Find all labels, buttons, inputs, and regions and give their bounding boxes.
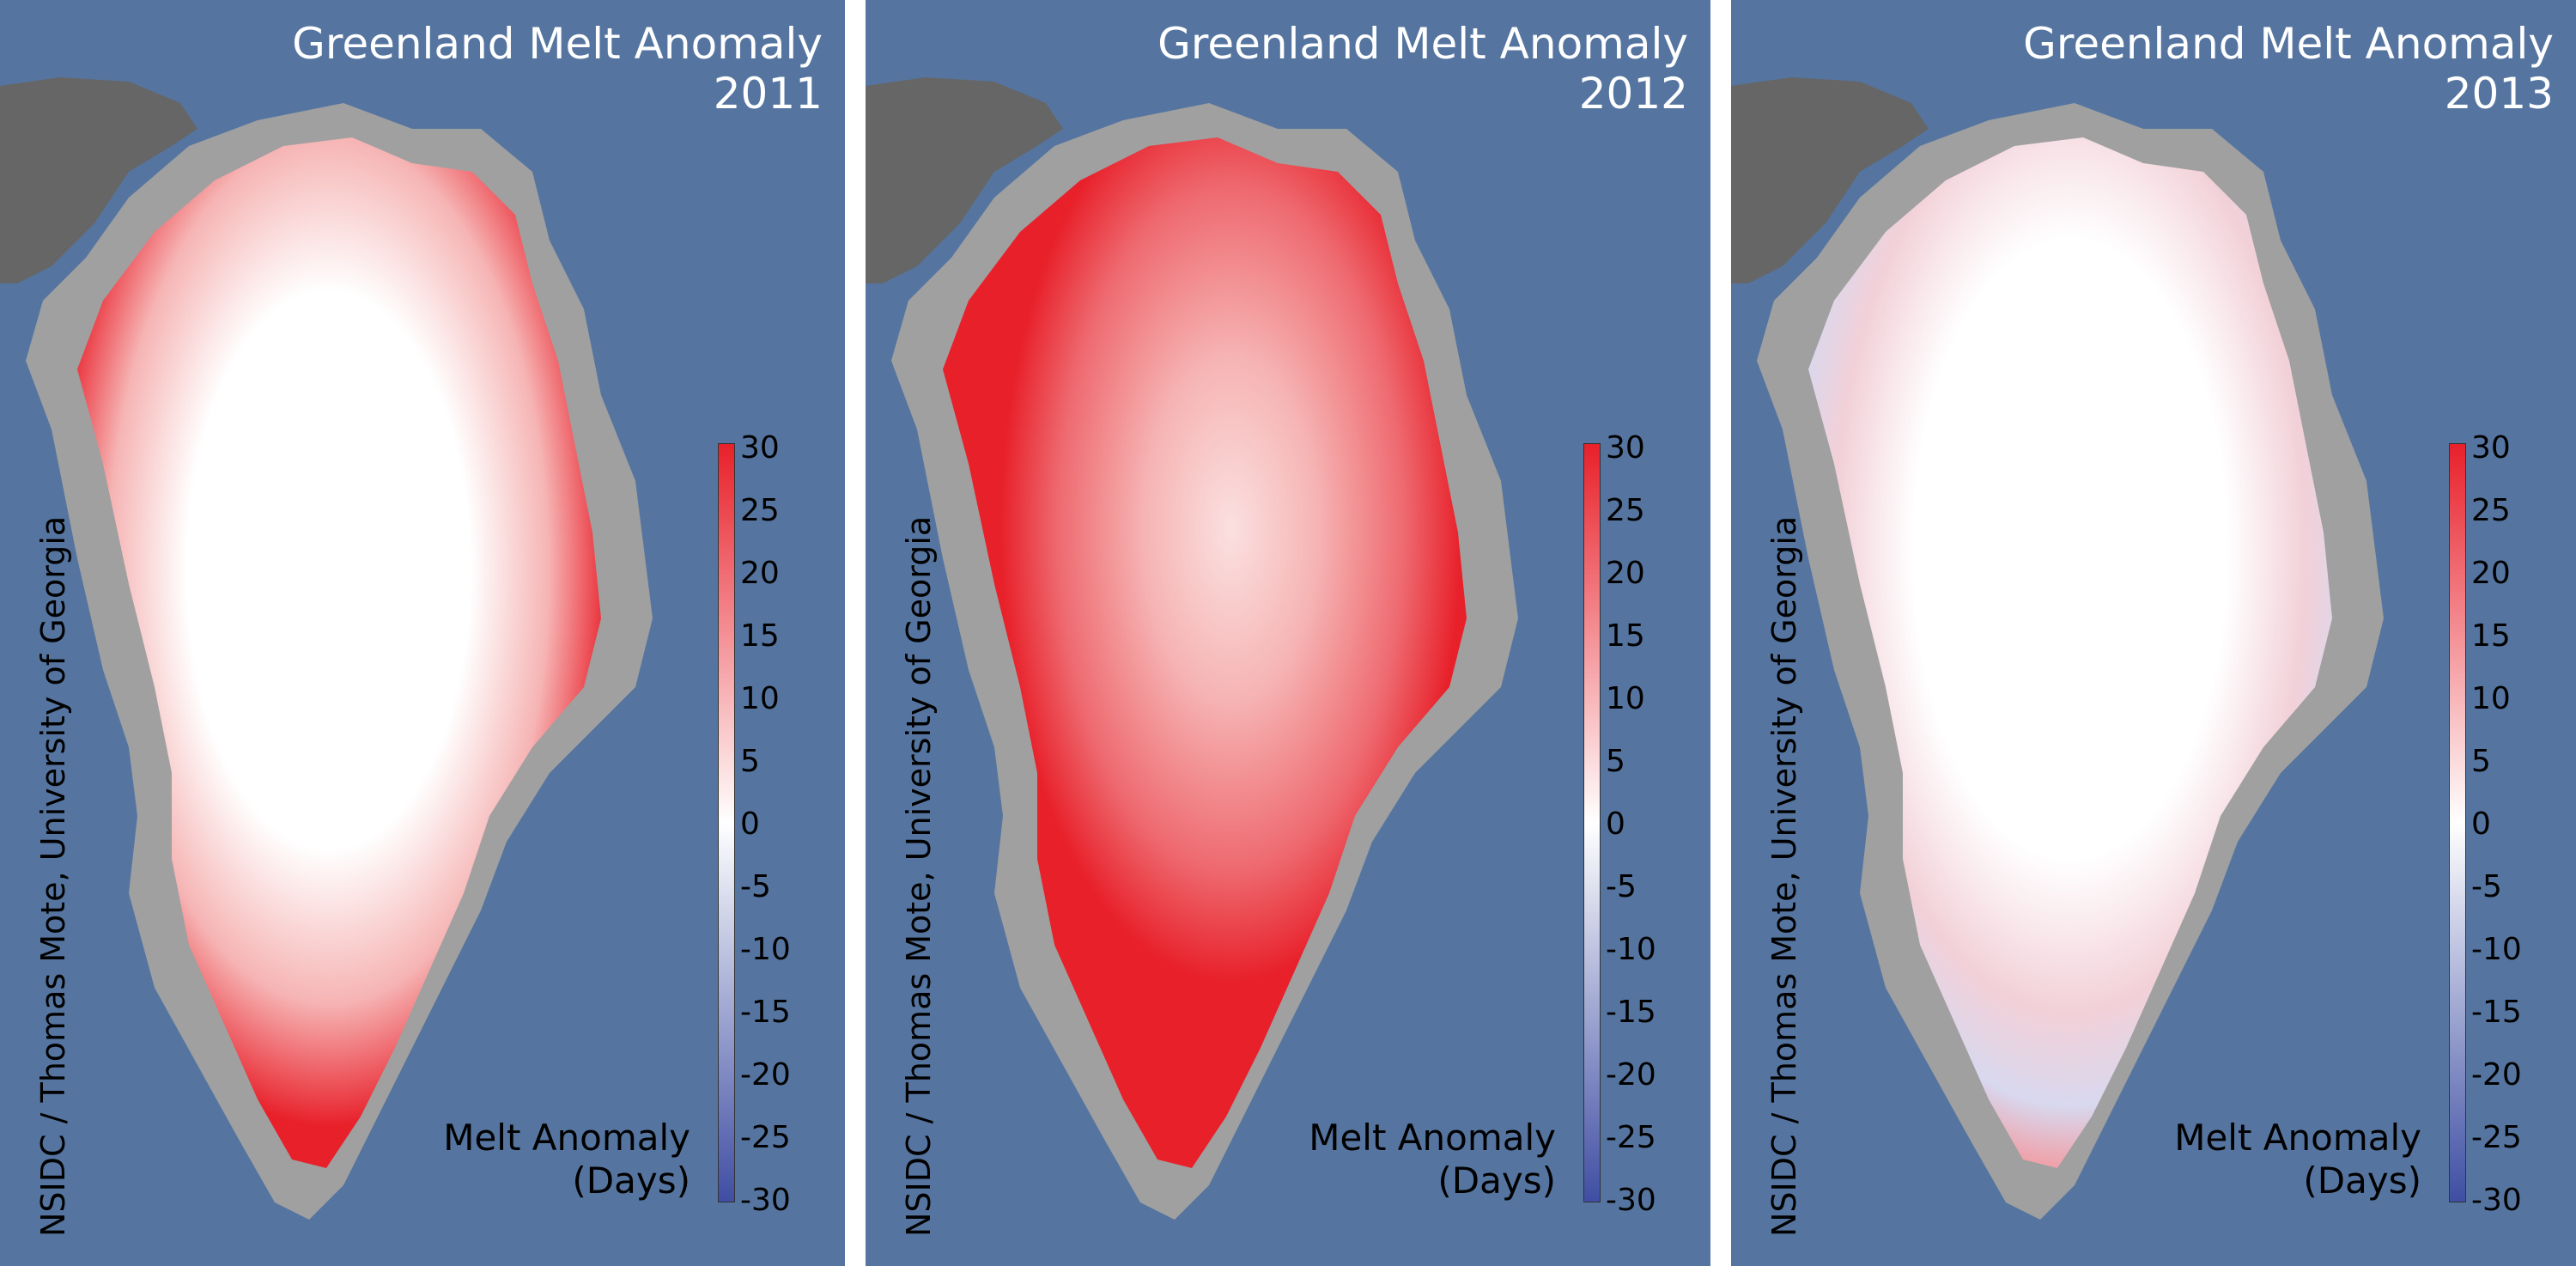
ice-sheet-2013: [1808, 137, 2332, 1168]
greenland-map-2011: [0, 77, 653, 1220]
legend-title-2011: Melt Anomaly (Days): [443, 1117, 690, 1202]
tick-20: 20: [740, 556, 780, 591]
legend-title-2013: Melt Anomaly (Days): [2174, 1117, 2421, 1202]
ellesmere-land: [0, 77, 197, 283]
ice-sheet-2011: [77, 137, 601, 1168]
tick-10: 10: [740, 681, 780, 716]
tick-neg25: -25: [740, 1120, 791, 1155]
tick-neg20: -20: [1606, 1057, 1656, 1093]
tick-neg15: -15: [2471, 995, 2522, 1030]
tick-20: 20: [2471, 556, 2511, 591]
credit-text-2012: NSIDC / Thomas Mote, University of Georg…: [900, 515, 938, 1237]
tick-0: 0: [740, 806, 760, 842]
tick-neg10: -10: [740, 932, 791, 967]
tick-20: 20: [1606, 556, 1645, 591]
credit-text-2013: NSIDC / Thomas Mote, University of Georg…: [1765, 515, 1803, 1237]
tick-25: 25: [2471, 493, 2511, 528]
tick-15: 15: [1606, 618, 1645, 654]
ellesmere-land: [1731, 77, 1929, 283]
tick-0: 0: [1606, 806, 1625, 842]
colorbar-2011: [718, 443, 735, 1202]
tick-5: 5: [2471, 744, 2491, 779]
tick-10: 10: [2471, 681, 2511, 716]
tick-0: 0: [2471, 806, 2491, 842]
tick-neg30: -30: [2471, 1183, 2522, 1218]
tick-neg15: -15: [740, 995, 791, 1030]
tick-10: 10: [1606, 681, 1645, 716]
tick-neg20: -20: [740, 1057, 791, 1093]
tick-30: 30: [1606, 430, 1645, 466]
tick-5: 5: [1606, 744, 1625, 779]
map-title-2012: Greenland Melt Anomaly 2012: [1157, 19, 1688, 119]
tick-neg30: -30: [1606, 1183, 1656, 1218]
tick-25: 25: [740, 493, 780, 528]
tick-neg5: -5: [1606, 869, 1637, 904]
tick-neg10: -10: [2471, 932, 2522, 967]
legend-title-2012: Melt Anomaly (Days): [1309, 1117, 1556, 1202]
tick-neg25: -25: [1606, 1120, 1656, 1155]
tick-neg30: -30: [740, 1183, 791, 1218]
tick-30: 30: [2471, 430, 2511, 466]
colorbar-2013: [2449, 443, 2466, 1202]
tick-neg25: -25: [2471, 1120, 2522, 1155]
tick-15: 15: [740, 618, 780, 654]
ice-sheet-2012: [943, 137, 1467, 1168]
map-panel-2012: Greenland Melt Anomaly 2012 NSIDC / Thoma…: [866, 0, 1710, 1266]
tick-25: 25: [1606, 493, 1645, 528]
tick-neg10: -10: [1606, 932, 1656, 967]
tick-neg5: -5: [2471, 869, 2502, 904]
ellesmere-land: [866, 77, 1063, 283]
tick-5: 5: [740, 744, 760, 779]
tick-neg5: -5: [740, 869, 771, 904]
credit-text-2011: NSIDC / Thomas Mote, University of Georg…: [34, 515, 72, 1237]
tick-neg20: -20: [2471, 1057, 2522, 1093]
tick-neg15: -15: [1606, 995, 1656, 1030]
greenland-map-2013: [1731, 77, 2384, 1220]
map-panel-2011: Greenland Melt Anomaly 2011 NSIDC / Thoma…: [0, 0, 845, 1266]
colorbar-2012: [1583, 443, 1601, 1202]
tick-30: 30: [740, 430, 780, 466]
tick-15: 15: [2471, 618, 2511, 654]
map-title-2013: Greenland Melt Anomaly 2013: [2023, 19, 2554, 119]
map-panel-2013: Greenland Melt Anomaly 2013 NSIDC / Thoma…: [1731, 0, 2576, 1266]
greenland-map-2012: [866, 77, 1518, 1220]
map-title-2011: Greenland Melt Anomaly 2011: [292, 19, 823, 119]
